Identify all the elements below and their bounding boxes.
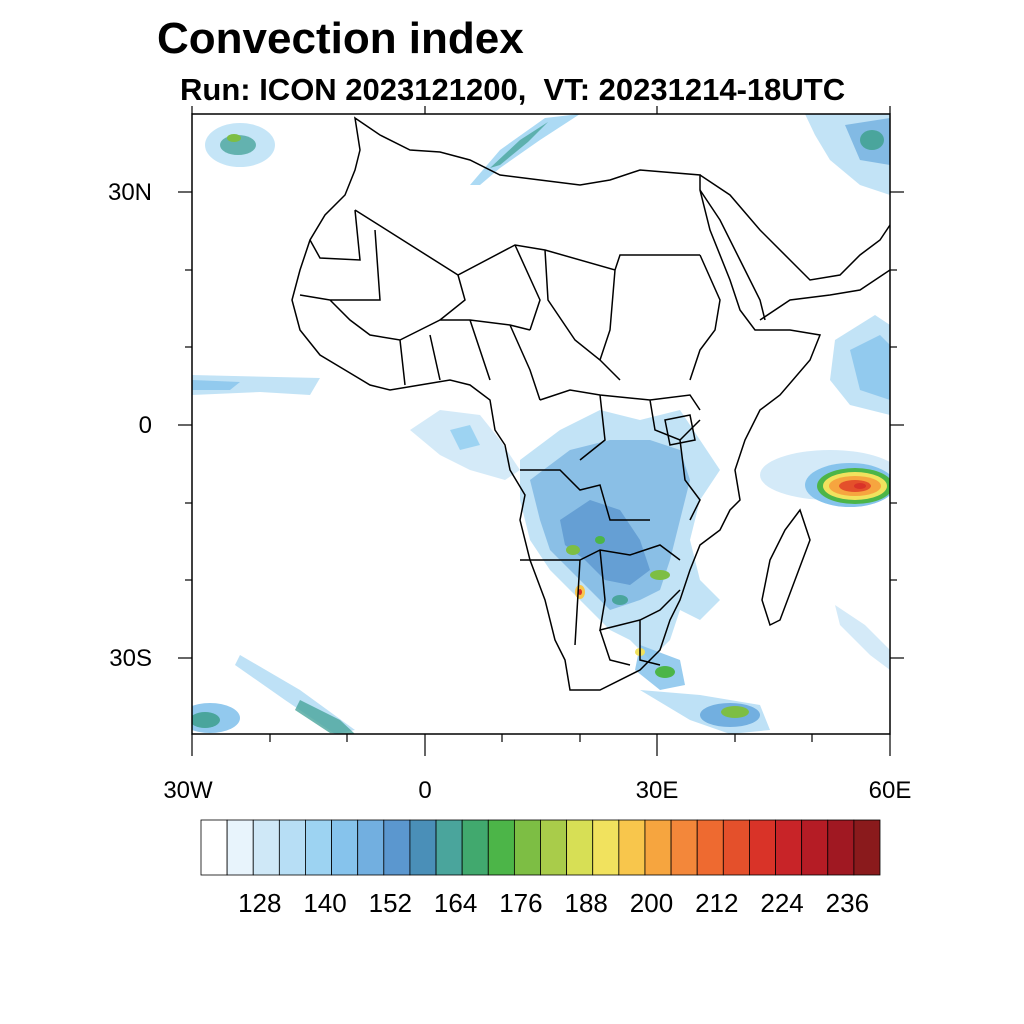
- lake-victoria: [664, 414, 696, 446]
- colorbar-box-9: [435, 819, 463, 876]
- colorbar-label-176: 176: [499, 888, 542, 918]
- coastlines-borders: [291, 116, 890, 691]
- y-tick-label-30n: 30N: [108, 179, 152, 206]
- colorbar-box-14: [566, 819, 594, 876]
- colorbar-label-236: 236: [826, 888, 869, 918]
- y-tick-label-30s: 30S: [109, 645, 152, 672]
- colorbar-box-4: [305, 819, 332, 876]
- colorbar-box-18: [670, 819, 698, 876]
- colorbar-label-152: 152: [369, 888, 412, 918]
- colorbar-box-8: [409, 819, 437, 876]
- colorbar-label-188: 188: [565, 888, 608, 918]
- y-tick-label-0: 0: [139, 412, 152, 439]
- convection-patch-indian-ocean-north: [830, 315, 890, 415]
- colorbar-box-22: [775, 819, 803, 876]
- colorbar-box-25: [853, 819, 881, 876]
- colorbar-labels: 128 140 152 164 176 188 200 212 224 236: [238, 888, 869, 918]
- colorbar-box-21: [749, 819, 776, 876]
- africa-coastline: [291, 116, 822, 691]
- colorbar-label-140: 140: [303, 888, 346, 918]
- convection-patch-south-atlantic-front: [640, 690, 770, 734]
- convection-patch-mediterranean: [470, 114, 580, 185]
- central-africa-borders: [520, 389, 701, 521]
- convection-patch-central-southern-africa: [520, 410, 720, 690]
- convection-patch-nw-atlantic: [205, 123, 275, 167]
- x-tick-label-30w: 30W: [163, 777, 213, 804]
- southern-africa-borders: [520, 544, 681, 666]
- chart-subtitle: Run: ICON 2023121200, VT: 20231214-18UTC: [180, 72, 846, 107]
- colorbar-box-3: [278, 819, 306, 876]
- chart-title: Convection index: [157, 14, 524, 63]
- colorbar-box-15: [592, 819, 620, 876]
- west-africa-borders: [299, 229, 541, 401]
- colorbar-box-10: [461, 819, 489, 876]
- convection-patch-se-indian-ocean: [835, 605, 890, 670]
- colorbar-box-1: [226, 819, 254, 876]
- colorbar-box-23: [801, 819, 829, 876]
- colorbar-label-212: 212: [695, 888, 738, 918]
- colorbar-label-164: 164: [434, 888, 477, 918]
- north-africa-borders: [309, 209, 721, 381]
- colorbar-box-5: [331, 819, 359, 876]
- colorbar-box-13: [540, 819, 568, 876]
- madagascar-coastline: [761, 508, 811, 627]
- colorbar-label-224: 224: [760, 888, 803, 918]
- arabia-coastline: [699, 174, 890, 321]
- colorbar: [200, 819, 881, 876]
- axis-ticks: [178, 106, 904, 756]
- colorbar-box-20: [722, 819, 750, 876]
- colorbar-box-0: [200, 819, 228, 876]
- x-tick-label-30e: 30E: [636, 777, 679, 804]
- convection-shading: [192, 114, 890, 734]
- x-tick-label-0: 0: [418, 777, 431, 804]
- map-frame: [191, 113, 891, 735]
- colorbar-label-128: 128: [238, 888, 281, 918]
- colorbar-box-16: [618, 819, 646, 876]
- colorbar-box-7: [383, 819, 411, 876]
- convection-patch-arabian-gulf: [805, 114, 890, 195]
- convection-patch-indian-ocean-cyclone: [760, 450, 890, 507]
- red-sea-coast: [699, 189, 766, 321]
- colorbar-box-19: [696, 819, 724, 876]
- colorbar-box-12: [513, 819, 541, 876]
- colorbar-box-11: [487, 819, 515, 876]
- convection-patch-sw-atlantic: [192, 655, 355, 734]
- colorbar-box-2: [252, 819, 280, 876]
- colorbar-box-17: [644, 819, 672, 876]
- colorbar-box-6: [357, 819, 385, 876]
- x-tick-label-60e: 60E: [869, 777, 912, 804]
- colorbar-box-24: [827, 819, 855, 876]
- colorbar-label-200: 200: [630, 888, 673, 918]
